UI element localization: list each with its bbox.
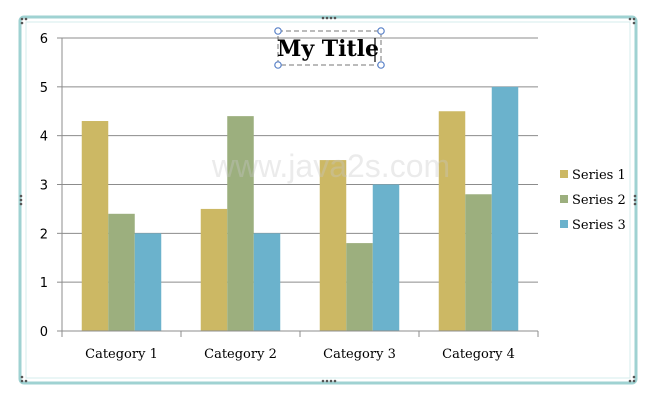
bar-series-2-category-2[interactable]: [227, 116, 254, 331]
bar-series-1-category-2[interactable]: [200, 208, 228, 331]
y-tick-label: 3: [40, 179, 48, 194]
title-handle-bl[interactable]: [274, 61, 282, 69]
resize-handle-top[interactable]: [321, 16, 337, 20]
bars: [81, 86, 519, 332]
chart-title[interactable]: My Title: [277, 36, 379, 62]
y-tick-label: 6: [40, 32, 48, 47]
legend-label[interactable]: Series 1: [572, 168, 626, 183]
bar-series-3-category-3[interactable]: [372, 184, 400, 332]
legend-swatch: [560, 170, 568, 178]
y-tick-label: 0: [40, 325, 48, 340]
bar-series-2-category-4[interactable]: [465, 194, 492, 331]
corner-handle-br[interactable]: [628, 375, 636, 383]
bar-series-3-category-4[interactable]: [491, 86, 519, 331]
legend-label[interactable]: Series 2: [572, 193, 626, 208]
y-tick-label: 4: [40, 130, 48, 145]
bar-series-3-category-1[interactable]: [134, 233, 162, 331]
x-tick-label: Category 2: [204, 347, 277, 362]
title-handle-br[interactable]: [377, 61, 385, 69]
bar-series-2-category-3[interactable]: [346, 243, 373, 331]
bar-series-1-category-4[interactable]: [438, 111, 466, 331]
title-handle-tr[interactable]: [377, 27, 385, 35]
x-tick-labels: Category 1 Category 2 Category 3 Category 4: [85, 347, 515, 362]
y-tick-label: 1: [40, 276, 48, 291]
bar-series-2-category-1[interactable]: [108, 213, 135, 331]
y-tick-labels: 0 1 2 3 4 5 6: [40, 32, 48, 340]
chart-title-group[interactable]: My Title: [274, 27, 385, 69]
x-tick-label: Category 4: [442, 347, 515, 362]
resize-handle-right[interactable]: [633, 194, 637, 206]
bar-series-1-category-3[interactable]: [319, 160, 347, 331]
corner-handle-bl[interactable]: [20, 375, 28, 383]
resize-handle-left[interactable]: [19, 194, 23, 206]
legend-label[interactable]: Series 3: [572, 218, 626, 233]
axes: [57, 37, 539, 337]
y-tick-label: 2: [40, 227, 48, 242]
legend-swatch: [560, 220, 568, 228]
bar-series-1-category-1[interactable]: [81, 121, 109, 332]
resize-handle-bottom[interactable]: [321, 379, 337, 383]
legend-swatch: [560, 195, 568, 203]
legend[interactable]: Series 1 Series 2 Series 3: [560, 168, 626, 233]
title-selection-box: [277, 30, 382, 66]
corner-handle-tl[interactable]: [20, 17, 28, 25]
bar-series-3-category-2[interactable]: [253, 233, 281, 331]
x-tick-label: Category 3: [323, 347, 396, 362]
title-handle-tl[interactable]: [274, 27, 282, 35]
x-tick-label: Category 1: [85, 347, 158, 362]
corner-handle-tr[interactable]: [628, 17, 636, 25]
chart-area-inner-border: [25, 21, 631, 379]
y-tick-label: 5: [40, 81, 48, 96]
